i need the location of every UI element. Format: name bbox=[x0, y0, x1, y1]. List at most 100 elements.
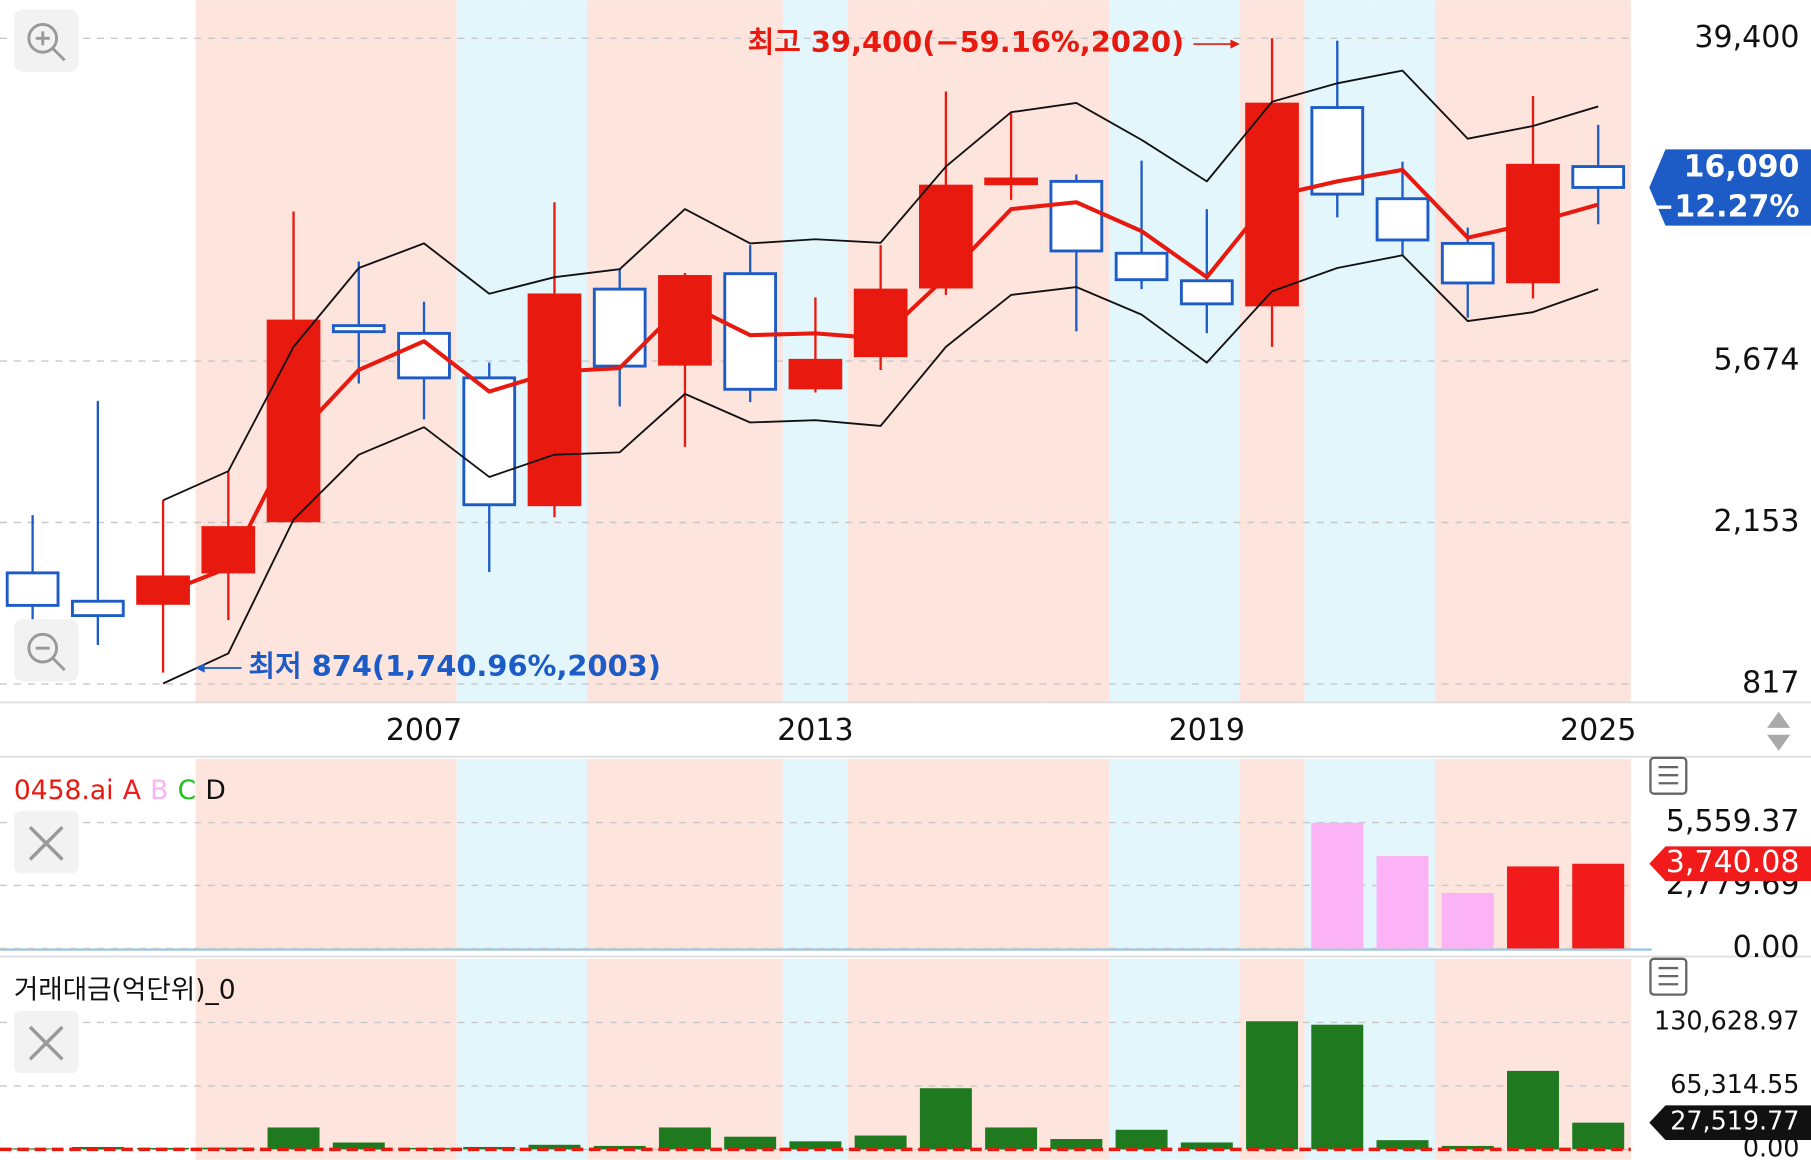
candle-body bbox=[1179, 279, 1234, 306]
bar bbox=[1311, 822, 1364, 949]
candle-body bbox=[136, 575, 190, 605]
regime-band bbox=[913, 759, 979, 950]
regime-band bbox=[978, 958, 1044, 1160]
panel-title: 0458.ai bbox=[14, 775, 114, 806]
regime-band bbox=[260, 759, 327, 950]
bar bbox=[724, 1136, 777, 1150]
bar bbox=[1246, 1021, 1299, 1150]
bar bbox=[1115, 1129, 1168, 1150]
regime-band bbox=[326, 958, 392, 1160]
regime-band bbox=[1043, 958, 1109, 1160]
zoom-out-button[interactable] bbox=[13, 619, 79, 682]
bar bbox=[1572, 1122, 1625, 1150]
candle-body bbox=[984, 177, 1038, 186]
bar bbox=[528, 1144, 581, 1150]
price-tag-change: −12.27% bbox=[1649, 190, 1799, 225]
menu-button[interactable] bbox=[1649, 957, 1688, 996]
regime-band bbox=[1174, 759, 1240, 950]
band-layer bbox=[130, 0, 1631, 1160]
y-tick-label: 2,153 bbox=[1714, 504, 1800, 539]
regime-band bbox=[1239, 759, 1305, 950]
candle-body bbox=[592, 287, 647, 368]
panel-title: 거래대금(억단위)_0 bbox=[14, 975, 236, 1006]
regime-band bbox=[1043, 759, 1109, 950]
candle-body bbox=[788, 358, 843, 390]
price-tag bbox=[1649, 149, 1811, 226]
regime-band bbox=[587, 958, 653, 1160]
bar bbox=[1311, 1024, 1364, 1150]
bar bbox=[1441, 892, 1494, 949]
regime-band bbox=[1108, 958, 1175, 1160]
bar bbox=[854, 1135, 907, 1150]
regime-band bbox=[1369, 0, 1436, 703]
regime-band bbox=[1108, 0, 1175, 703]
regime-band bbox=[1043, 0, 1109, 703]
bar bbox=[593, 1145, 646, 1150]
regime-band bbox=[456, 958, 522, 1160]
scroll-arrows[interactable] bbox=[1767, 711, 1791, 751]
bar bbox=[1376, 856, 1429, 949]
regime-band bbox=[652, 958, 718, 1160]
value-tag-label: 3,740.08 bbox=[1666, 845, 1800, 880]
regime-band bbox=[130, 958, 196, 1160]
x-tick-label: 2013 bbox=[777, 713, 853, 748]
regime-band bbox=[978, 759, 1044, 950]
regime-band bbox=[391, 958, 457, 1160]
regime-band bbox=[195, 958, 261, 1160]
moving-average bbox=[162, 167, 1599, 596]
bar bbox=[1050, 1139, 1103, 1150]
candle-body bbox=[1049, 179, 1104, 253]
candle-body bbox=[919, 184, 973, 289]
bar bbox=[658, 1127, 711, 1150]
bar bbox=[1506, 1070, 1559, 1150]
regime-band bbox=[1174, 0, 1240, 703]
close-button[interactable] bbox=[13, 810, 79, 874]
y-tick-label: 5,559.37 bbox=[1666, 804, 1800, 839]
close-button[interactable] bbox=[13, 1010, 79, 1074]
price-tag bbox=[1649, 1105, 1811, 1140]
x-tick-label: 2019 bbox=[1169, 713, 1245, 748]
regime-band bbox=[717, 759, 783, 950]
candle-body bbox=[527, 293, 582, 507]
regime-band bbox=[326, 759, 392, 950]
regime-band bbox=[782, 759, 849, 950]
zoom-in-button[interactable] bbox=[13, 9, 79, 72]
regime-band bbox=[521, 759, 588, 950]
band-line bbox=[162, 69, 1599, 502]
regime-band bbox=[391, 759, 457, 950]
bar bbox=[789, 1141, 842, 1150]
value-tag-label: 27,519.77 bbox=[1670, 1106, 1799, 1136]
regime-band bbox=[848, 958, 914, 1160]
regime-band bbox=[1435, 958, 1501, 1160]
y-tick-label: 817 bbox=[1742, 665, 1799, 700]
regime-band bbox=[456, 0, 522, 703]
annotation-arrowhead bbox=[195, 663, 205, 673]
bar bbox=[1376, 1140, 1429, 1150]
bar bbox=[1441, 1145, 1494, 1150]
candle-body bbox=[5, 571, 60, 607]
candle-body bbox=[462, 376, 517, 507]
bar bbox=[1572, 863, 1625, 949]
regime-band bbox=[1435, 0, 1501, 703]
regime-band bbox=[848, 759, 914, 950]
bar bbox=[6, 1148, 59, 1150]
bar bbox=[919, 1088, 972, 1150]
x-axis-strip bbox=[0, 702, 1811, 757]
regime-band bbox=[195, 759, 261, 950]
regime-band bbox=[717, 958, 783, 1160]
regime-band bbox=[587, 759, 653, 950]
band-line bbox=[162, 254, 1599, 685]
menu-button[interactable] bbox=[1649, 756, 1688, 795]
legend-entry: A bbox=[123, 775, 141, 806]
candle-body bbox=[1571, 165, 1626, 189]
candle-body bbox=[723, 272, 778, 391]
candle-body bbox=[1114, 251, 1169, 282]
regime-band bbox=[456, 759, 522, 950]
y-tick-label: 130,628.97 bbox=[1654, 1005, 1799, 1035]
y-tick-label: 65,314.55 bbox=[1670, 1069, 1799, 1099]
candle-body bbox=[1375, 197, 1430, 242]
y-tick-label: 0.00 bbox=[1733, 930, 1800, 965]
x-tick-label: 2025 bbox=[1560, 713, 1636, 748]
